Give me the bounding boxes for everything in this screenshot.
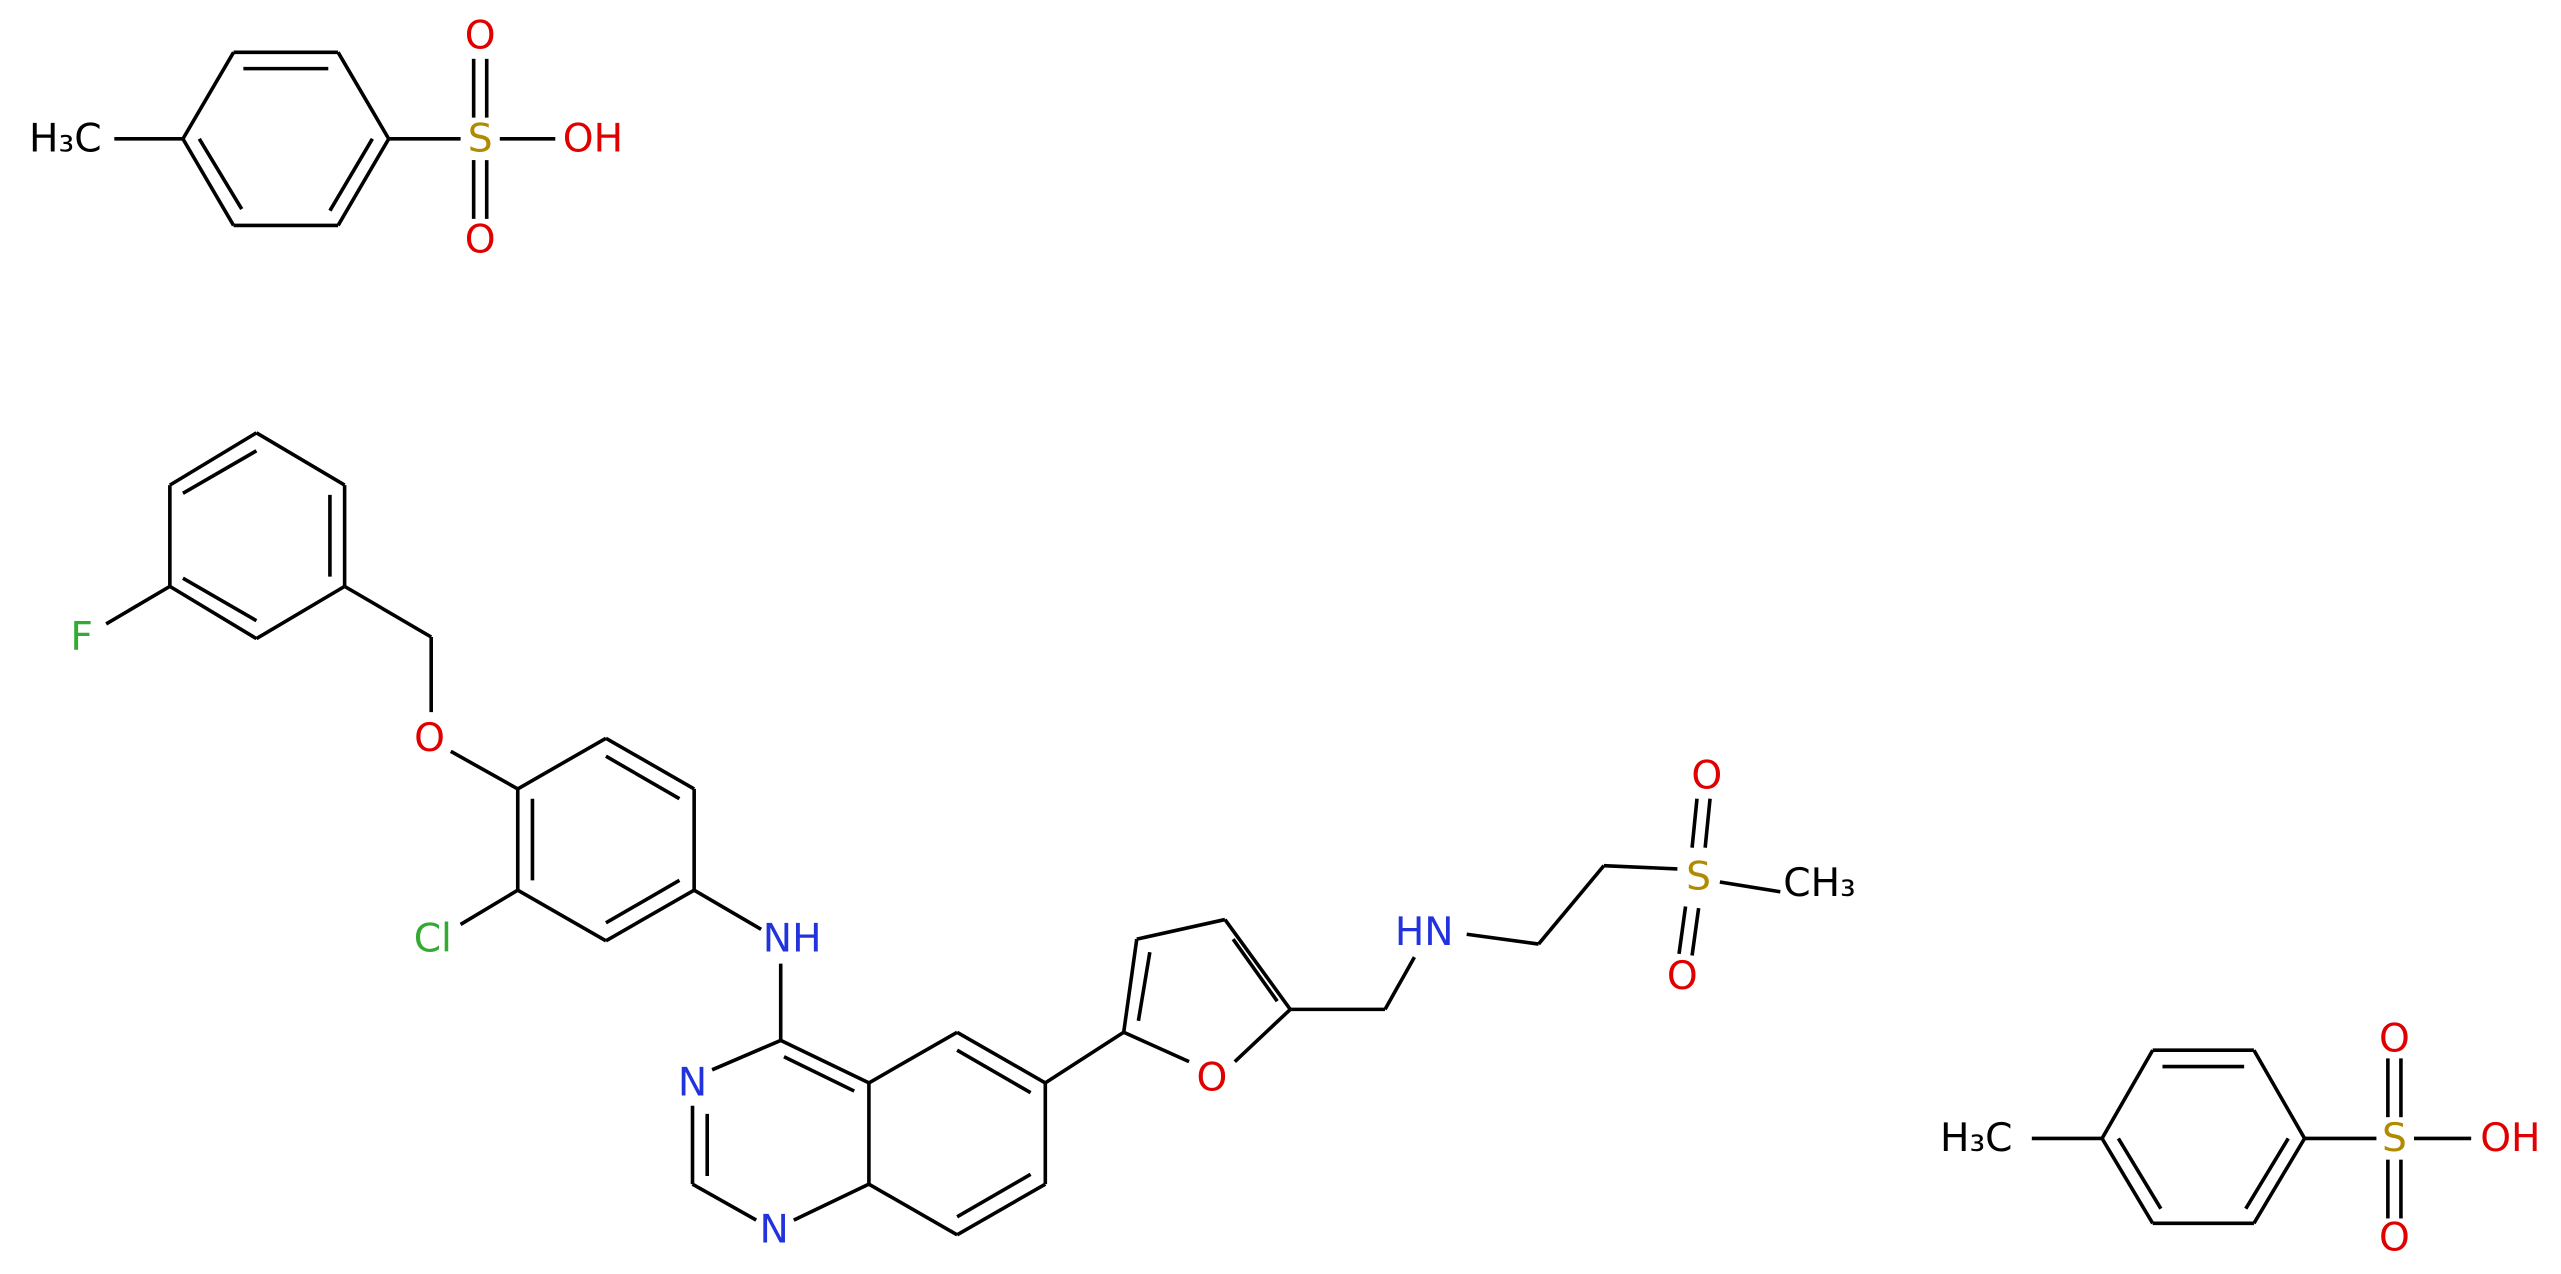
bond (693, 888, 763, 931)
bond (956, 1030, 1047, 1085)
bond (956, 1172, 1032, 1219)
bond (605, 878, 681, 925)
bond (336, 137, 391, 227)
bond (197, 137, 244, 211)
bond (1136, 917, 1226, 941)
bond (793, 1182, 870, 1222)
bond (328, 137, 374, 212)
bond (105, 584, 171, 626)
atom-label: O (2379, 1216, 2410, 1261)
bond (168, 584, 258, 641)
atom-label: N (760, 1207, 789, 1252)
bond (956, 1048, 1032, 1095)
atom-label: O (414, 716, 445, 761)
atom-label: O (1196, 1055, 1227, 1100)
bond (2252, 1049, 2307, 1140)
atom-label: O (1691, 753, 1722, 798)
bond (255, 431, 346, 487)
bond (691, 1182, 758, 1222)
atom-label: O (465, 13, 496, 58)
atom-label: S (468, 116, 493, 161)
bond (2244, 1137, 2290, 1210)
bond (1537, 864, 1606, 946)
bond (1122, 1030, 1190, 1064)
bond (711, 1038, 782, 1072)
bond (605, 888, 696, 943)
bond (1719, 880, 1781, 894)
atom-label: F (70, 615, 93, 660)
atom-label: H₃C (29, 116, 102, 161)
atom-label: H₃C (1940, 1116, 2013, 1161)
bond (1677, 906, 1688, 955)
bond (1121, 938, 1139, 1033)
bond (255, 584, 346, 641)
atom-label: S (2382, 1116, 2407, 1161)
bond (1231, 938, 1279, 1003)
bond (2100, 1049, 2155, 1140)
bond (1690, 907, 1701, 956)
bond (1136, 951, 1152, 1022)
atom-label: Cl (414, 917, 452, 962)
bond (783, 1055, 855, 1093)
bond (1233, 1008, 1292, 1063)
atom-label: O (2379, 1016, 2410, 1061)
atom-label: O (1667, 954, 1698, 999)
bond (605, 736, 696, 791)
bond (1044, 1030, 1125, 1085)
bond (168, 431, 258, 487)
atom-labels: H₃C S O O OH F O Cl NH N N O HN S O O CH… (29, 13, 2540, 1260)
bond (1466, 932, 1539, 946)
bond (336, 51, 391, 140)
bond (605, 754, 681, 801)
bond (449, 749, 519, 791)
atom-label: N (678, 1060, 707, 1105)
bond (779, 1038, 870, 1085)
atom-label: HN (1395, 910, 1454, 955)
bond (1690, 798, 1699, 848)
bond (2116, 1137, 2163, 1210)
bond (181, 51, 236, 140)
atom-label: S (1686, 855, 1711, 900)
bonds (105, 50, 2472, 1237)
atom-label: NH (763, 917, 822, 962)
bond (2252, 1137, 2307, 1225)
bond (343, 584, 433, 639)
bond (868, 1030, 959, 1085)
bond (1703, 798, 1712, 848)
bond (1603, 863, 1678, 871)
bond (868, 1182, 959, 1237)
atom-label: OH (2480, 1116, 2540, 1161)
bond (459, 888, 519, 926)
bond (1383, 956, 1416, 1011)
bond (181, 137, 236, 227)
bond (516, 736, 607, 791)
atom-label: O (465, 218, 496, 263)
bond (516, 888, 607, 943)
bond (182, 576, 258, 623)
atom-label: CH₃ (1783, 861, 1856, 906)
bond (182, 449, 258, 495)
bond (2100, 1137, 2155, 1225)
atom-label: OH (563, 116, 623, 161)
bond (1223, 918, 1292, 1011)
bond (956, 1182, 1047, 1237)
